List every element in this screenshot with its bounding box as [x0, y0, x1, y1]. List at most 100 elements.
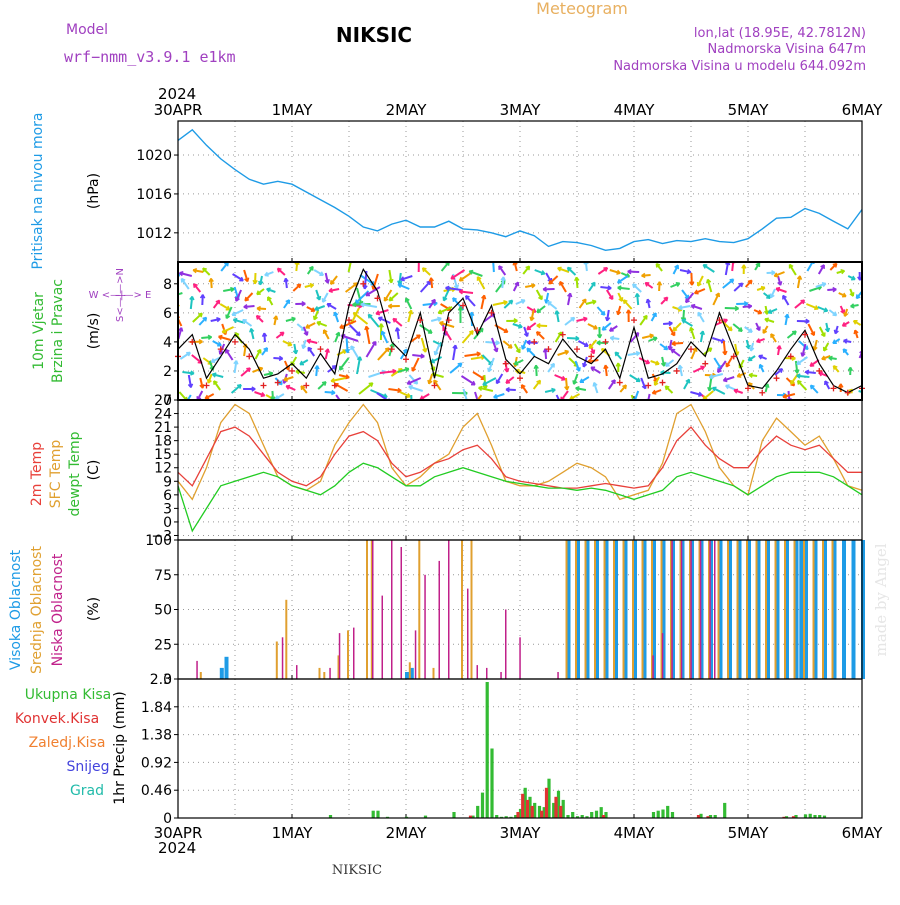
lonlat-label: lon,lat (18.95E, 42.7812N): [694, 26, 866, 41]
wind-arrow: [673, 323, 681, 331]
precip-total-bar: [571, 812, 574, 818]
wind-arrow-head: [465, 401, 469, 405]
wind-gust-marker: [289, 368, 295, 374]
wind-arrow: [493, 257, 494, 272]
cloud-mid-bar: [803, 540, 805, 679]
cloud-mid-bar: [347, 630, 349, 679]
y-tick-label: 1012: [136, 226, 172, 242]
model-elevation-label: Nadmorska Visina u modelu 644.092m: [613, 59, 866, 74]
bottom-day-label: 6MAY: [842, 824, 884, 842]
y-tick-label: 27: [154, 393, 172, 409]
wind-arrow: [795, 300, 805, 308]
wind-arrow-head: [169, 301, 173, 305]
cloud-low-bar: [415, 630, 417, 679]
precip-total-bar: [476, 806, 479, 818]
cloud-mid-bar: [200, 672, 202, 679]
cloud-mid-bar: [727, 540, 729, 679]
wind-arrow: [462, 376, 476, 385]
y-tick-label: 50: [154, 603, 172, 619]
wind-arrow: [466, 296, 475, 306]
temp-axis-title-2m: 2m Temp: [29, 442, 45, 506]
top-day-label: 30APR: [154, 101, 203, 119]
watermark: made by Angel: [872, 543, 890, 656]
cloud-mid-bar: [632, 540, 634, 679]
cloud-mid-bar: [409, 662, 411, 679]
cloud-low-bar: [372, 540, 374, 679]
wind-arrow: [464, 389, 469, 404]
bottom-year: 2024: [158, 839, 196, 857]
wind-arrow-head: [476, 401, 480, 405]
temp-unit: (C): [86, 460, 102, 481]
wind-compass-sn: S<—|—>N: [115, 268, 126, 322]
cloud-high-bar: [799, 540, 803, 679]
cloud-mid-bar: [642, 540, 644, 679]
wind-arrow: [420, 325, 432, 333]
y-tick-label: 75: [154, 568, 172, 584]
precip-legend-item: Konvek.Kisa: [15, 711, 99, 727]
cloud-axis-title-mid: Srednja Oblacnost: [29, 546, 45, 674]
precip-conv-bar: [545, 788, 548, 818]
cloud-mid-bar: [604, 540, 606, 679]
precip-total-bar: [809, 814, 812, 818]
pressure-unit: (hPa): [86, 173, 102, 209]
cloud-mid-bar: [775, 540, 777, 679]
cloud-low-bar: [671, 540, 673, 679]
y-tick-label: 4: [163, 335, 172, 351]
precip-total-bar: [372, 811, 375, 818]
wind-arrow: [624, 300, 632, 309]
temp-axis-title-dewpt: dewpt Temp: [67, 431, 83, 516]
cloud-mid-bar: [285, 600, 287, 679]
y-tick-label: 8: [163, 277, 172, 293]
cloud-high-bar: [225, 657, 229, 679]
cloud-mid-bar: [566, 540, 568, 679]
y-tick-label: 100: [145, 533, 172, 549]
wind-gust-marker: [318, 346, 324, 352]
precip-total-bar: [486, 682, 489, 818]
cloud-low-bar: [690, 540, 692, 679]
cloud-mid-bar: [418, 540, 420, 679]
cloud-mid-bar: [585, 540, 587, 679]
precip-axis-title: 1hr Precip (mm): [112, 691, 128, 804]
wind-arrow-head: [184, 402, 188, 406]
y-tick-label: 1.84: [141, 700, 172, 716]
wind-gust-marker: [617, 380, 623, 386]
cloud-mid-bar: [366, 540, 368, 679]
cloud-axis-title-low: Niska Oblacnost: [50, 553, 66, 666]
wind-arrow: [648, 394, 650, 403]
wind-arrow: [450, 363, 462, 373]
bottom-day-label: 4MAY: [614, 824, 656, 842]
precip-legend-item: Ukupna Kisa: [25, 687, 112, 703]
precip-total-bar: [376, 811, 379, 818]
precip-conv-bar: [531, 806, 534, 818]
panels: 10121016102002468−3036912151821242702550…: [8, 112, 869, 827]
pressure-line: [178, 130, 862, 251]
cloud-low-bar: [424, 575, 426, 679]
precip-total-bar: [671, 812, 674, 818]
wind-arrow-head: [171, 294, 175, 298]
cloud-high-bar: [405, 672, 409, 679]
cloud-mid-bar: [718, 540, 720, 679]
wind-gust-marker: [531, 339, 537, 345]
precip-total-bar: [481, 793, 484, 818]
cloud-low-bar: [486, 668, 488, 679]
wind-arrow: [369, 314, 379, 327]
cloud-mid-bar: [784, 540, 786, 679]
cloud-low-bar: [401, 547, 403, 679]
cloud-mid-bar: [471, 540, 473, 679]
wind-arrow-head: [865, 374, 869, 378]
cloud-low-bar: [329, 668, 331, 679]
cloud-high-bar: [842, 540, 846, 679]
cloud-mid-bar: [276, 642, 278, 680]
y-tick-label: 25: [154, 637, 172, 653]
wind-arrow: [232, 385, 242, 393]
cloud-mid-bar: [323, 672, 325, 679]
wind-arrow: [633, 284, 641, 292]
cloud-mid-bar: [623, 540, 625, 679]
elevation-label: Nadmorska Visina 647m: [708, 42, 867, 57]
cloud-low-bar: [700, 540, 702, 679]
precip-legend-item: Grad: [70, 783, 104, 799]
precip-conv-bar: [540, 811, 543, 818]
wind-gust-marker: [774, 375, 780, 381]
wind-gust-marker: [660, 380, 666, 386]
